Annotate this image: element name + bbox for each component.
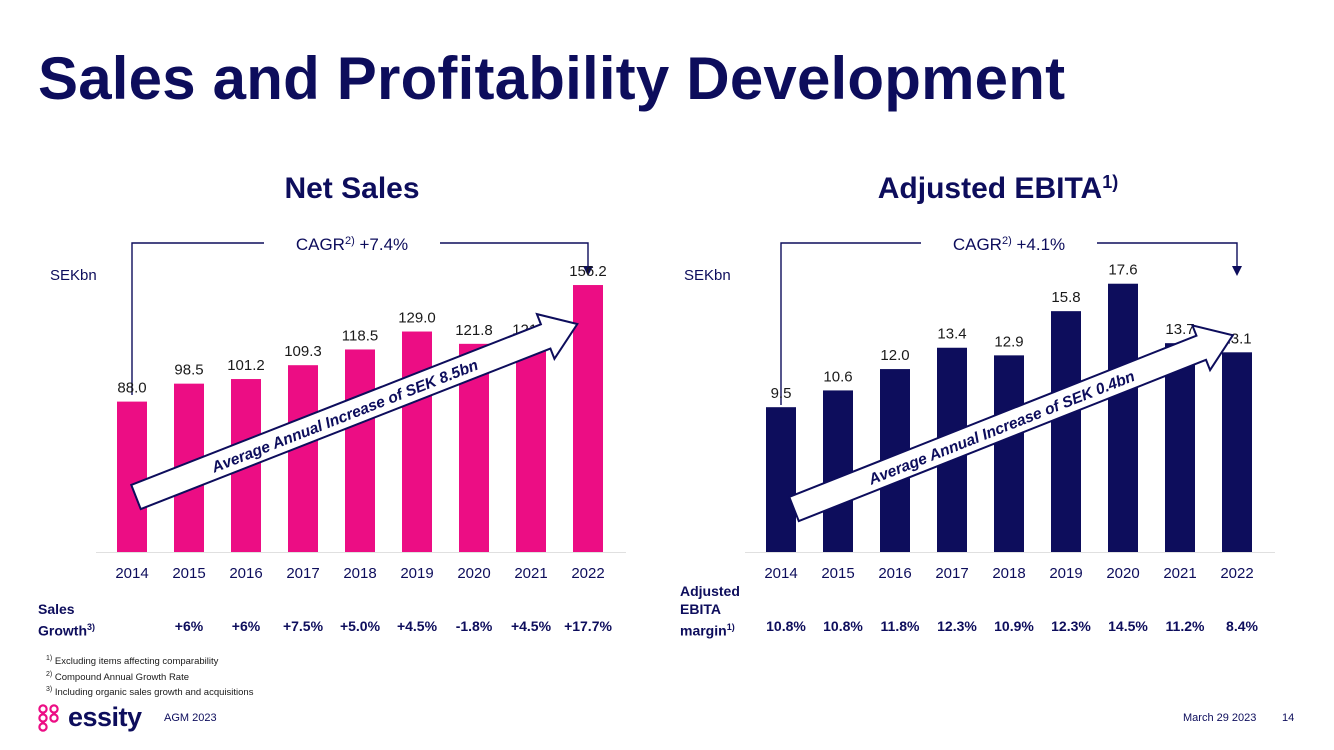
net-sales-value-label: 118.5	[342, 327, 378, 344]
logo-wordmark: essity	[68, 702, 142, 732]
net-sales-bar	[288, 365, 318, 552]
net-sales-year-label: 2015	[172, 565, 205, 582]
ebita-year-label: 2020	[1106, 565, 1139, 582]
ebita-year-label: 2019	[1049, 565, 1082, 582]
sales-growth-label: Sales Growth3)	[38, 601, 96, 639]
ebita-increase-arrow-shape	[787, 324, 1235, 523]
event-label: AGM 2023	[164, 712, 217, 724]
ebita-value-label: 13.4	[937, 326, 966, 343]
net-sales-bar	[345, 349, 375, 552]
net-sales-bar	[117, 401, 147, 552]
ebita-year-label: 2016	[878, 565, 911, 582]
ebita-value-label: 15.8	[1051, 289, 1080, 306]
ebita-unit-label: SEKbn	[684, 267, 731, 284]
ebita-year-label: 2021	[1163, 565, 1196, 582]
ebita-margin-value: 10.9%	[994, 618, 1034, 634]
net-sales-bar	[516, 343, 546, 552]
ebita-margin-value: 14.5%	[1108, 618, 1148, 634]
ebita-bar	[994, 355, 1024, 552]
ebita-cagr-label: CAGR2) +4.1%	[953, 235, 1065, 254]
net-sales-cagr-arrowhead	[583, 266, 593, 276]
sales-growth-value: +4.5%	[510, 618, 552, 634]
ebita-bar	[766, 407, 796, 552]
ebita-value-label: 10.6	[823, 368, 852, 385]
net-sales-value-label: 109.3	[284, 343, 322, 360]
ebita-year-label: 2014	[764, 565, 797, 582]
net-sales-unit-label: SEKbn	[50, 267, 97, 284]
ebita-margin-label: Adjusted EBITA margin1)	[680, 583, 740, 639]
net-sales-value-label: 121.8	[455, 322, 493, 339]
net-sales-value-label: 156.2	[569, 263, 607, 280]
ebita-value-label: 17.6	[1108, 262, 1137, 279]
ebita-bar	[1108, 283, 1138, 552]
net-sales-chart-title: Net Sales	[284, 172, 419, 205]
ebita-value-label: 12.0	[880, 347, 909, 364]
ebita-bar	[1165, 343, 1195, 552]
ebita-value-label: 12.9	[994, 333, 1023, 350]
ebita-bar	[823, 390, 853, 552]
net-sales-year-label: 2022	[571, 565, 604, 582]
ebita-year-label: 2017	[935, 565, 968, 582]
sales-growth-value: +5.0%	[339, 618, 381, 634]
ebita-margin-value: 10.8%	[766, 618, 806, 634]
net-sales-year-label: 2014	[115, 565, 148, 582]
ebita-cagr-bracket-right	[1097, 242, 1238, 268]
ebita-year-label: 2015	[821, 565, 854, 582]
date-label: March 29 2023	[1183, 712, 1257, 724]
sales-growth-value: +7.5%	[282, 618, 324, 634]
ebita-year-label: 2022	[1220, 565, 1253, 582]
ebita-bar	[1222, 352, 1252, 552]
net-sales-value-label: 88.0	[117, 380, 146, 397]
ebita-chart-title: Adjusted EBITA1)	[878, 172, 1118, 205]
ebita-margin-value: 11.2%	[1165, 618, 1205, 634]
sales-growth-value: +6%	[174, 618, 204, 634]
ebita-margin-value: 12.3%	[937, 618, 977, 634]
net-sales-bar	[402, 331, 432, 552]
net-sales-year-label: 2019	[400, 565, 433, 582]
net-sales-year-label: 2021	[514, 565, 547, 582]
sales-growth-value: +4.5%	[396, 618, 438, 634]
ebita-margin-value: 11.8%	[880, 618, 920, 634]
net-sales-bar	[573, 285, 603, 552]
net-sales-cagr-bracket-right	[440, 242, 589, 268]
ebita-value-label: 13.7	[1165, 321, 1194, 338]
ebita-bar	[1051, 311, 1081, 552]
ebita-year-label: 2018	[992, 565, 1025, 582]
net-sales-cagr-bracket-left	[131, 242, 264, 395]
net-sales-year-label: 2017	[286, 565, 319, 582]
ebita-cagr-bracket-left	[780, 242, 921, 405]
ebita-margin-value: 12.3%	[1051, 618, 1091, 634]
net-sales-value-label: 98.5	[174, 362, 203, 379]
page-number: 14	[1282, 712, 1295, 724]
net-sales-year-label: 2020	[457, 565, 490, 582]
net-sales-year-label: 2016	[229, 565, 262, 582]
net-sales-value-label: 129.0	[398, 310, 436, 327]
footnote-1: 1) Excluding items affecting comparabili…	[46, 655, 219, 668]
sales-growth-value: +6%	[231, 618, 261, 634]
sales-growth-value: +17.7%	[564, 618, 612, 634]
net-sales-value-label: 101.2	[227, 357, 265, 374]
page-title: Sales and Profitability Development	[38, 45, 1066, 112]
ebita-cagr-arrowhead	[1232, 266, 1242, 276]
net-sales-increase-arrow-shape	[129, 312, 579, 511]
footnote-3: 3) Including organic sales growth and ac…	[46, 686, 254, 699]
ebita-margin-value: 8.4%	[1226, 618, 1258, 634]
charts-canvas: Net Sales SEKbn CAGR2) +7.4% 88.0 2014 98.5 20…	[50, 172, 1275, 582]
footnotes: 1) Excluding items affecting comparabili…	[46, 653, 253, 700]
sales-growth-value: -1.8%	[455, 618, 493, 634]
net-sales-cagr-label: CAGR2) +7.4%	[296, 235, 408, 254]
net-sales-year-label: 2018	[343, 565, 376, 582]
essity-logo-icon	[38, 703, 59, 732]
footnote-2: 2) Compound Annual Growth Rate	[46, 670, 190, 683]
essity-logo: essity	[36, 702, 142, 733]
ebita-margin-value: 10.8%	[823, 618, 863, 634]
ebita-value-label: 9.5	[771, 385, 792, 402]
